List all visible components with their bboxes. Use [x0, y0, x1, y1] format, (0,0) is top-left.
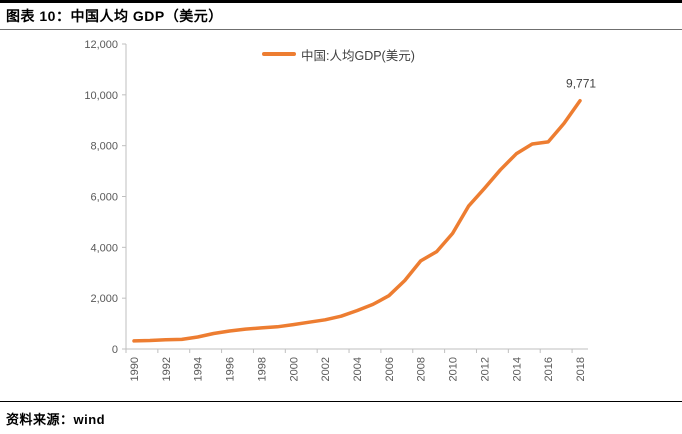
gdp-series-line: [132, 98, 582, 343]
x-tick-label: 2004: [352, 357, 364, 381]
x-tick-label: 1990: [129, 357, 141, 381]
x-tick-label: 2010: [448, 357, 460, 381]
x-tick-label: 2002: [320, 357, 332, 381]
x-tick-label: 2016: [543, 357, 555, 381]
x-tick-label: 2012: [479, 357, 491, 381]
x-tick-label: 2018: [575, 357, 587, 381]
x-tick-label: 2006: [384, 357, 396, 381]
x-tick-label: 2008: [416, 357, 428, 381]
y-tick-label: 8,000: [90, 141, 118, 153]
legend-series-label: 中国:人均GDP(美元): [301, 48, 415, 63]
y-tick-label: 4,000: [90, 242, 118, 254]
x-tick-label: 2014: [511, 357, 523, 381]
y-tick-label: 12,000: [84, 39, 118, 51]
y-tick-label: 10,000: [84, 90, 118, 102]
x-tick-label: 1992: [161, 357, 173, 381]
x-tick-label: 1996: [225, 357, 237, 381]
x-tick-label: 1994: [193, 357, 205, 381]
figure-title: 图表 10：中国人均 GDP（美元）: [6, 8, 223, 24]
y-tick-label: 2,000: [90, 293, 118, 305]
end-value-data-label: 9,771: [566, 77, 596, 91]
y-tick-label: 6,000: [90, 192, 118, 204]
source-divider-rule: [0, 401, 682, 402]
y-tick-label: 0: [112, 344, 118, 356]
data-source-note: 资料来源：wind: [6, 412, 106, 427]
title-divider-rule: [0, 29, 682, 30]
top-border-rule: [0, 0, 682, 3]
legend-line-marker: [262, 52, 296, 56]
x-tick-label: 1998: [256, 357, 268, 381]
gdp-line-chart: 0 2,000 4,000 6,000 8,000 10,000 12,000 1990 199…: [84, 39, 596, 381]
x-tick-label: 2000: [288, 357, 300, 381]
chart-plot-area: 0 2,000 4,000 6,000 8,000 10,000 12,000 1990 199…: [0, 30, 682, 401]
legend: 中国:人均GDP(美元): [262, 46, 415, 63]
